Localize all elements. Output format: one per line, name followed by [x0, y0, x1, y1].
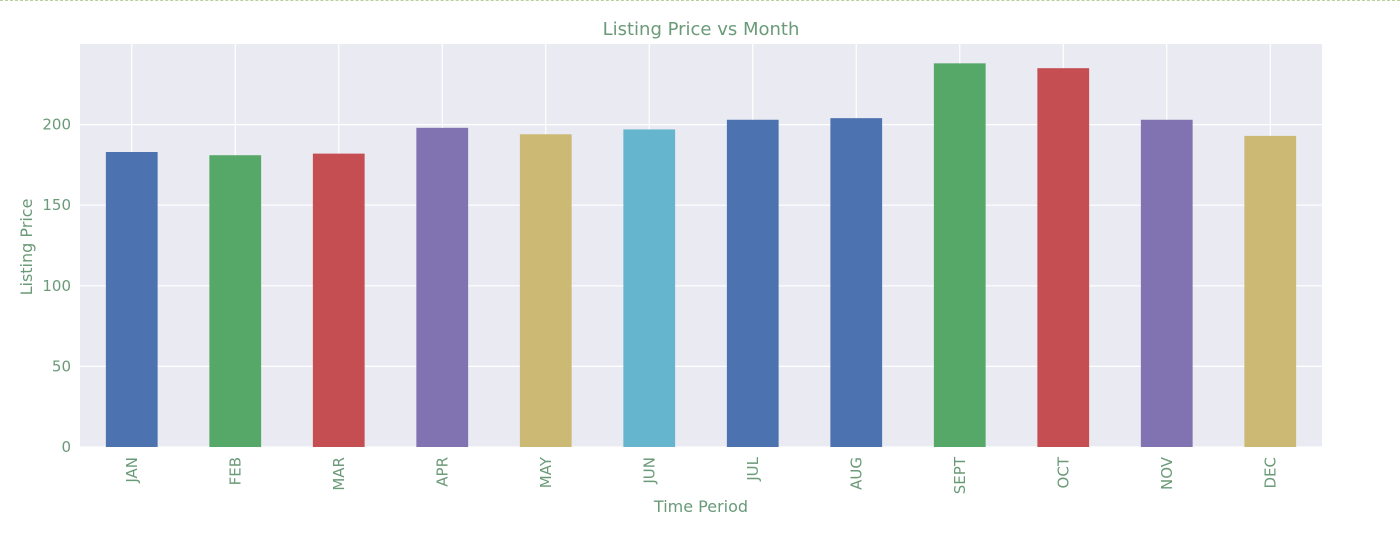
bar-nov: [1141, 120, 1193, 447]
bar-sept: [934, 63, 986, 447]
x-tick-label: FEB: [226, 457, 244, 485]
x-tick-label: JAN: [123, 457, 141, 484]
x-tick-label: OCT: [1054, 456, 1072, 488]
x-tick-label: SEPT: [951, 456, 969, 494]
bar-feb: [209, 155, 261, 447]
x-tick-label: APR: [433, 457, 451, 487]
x-tick-labels: JAN FEB MAR APR MAY JUN JUL AUG SEPT OCT NOV DEC: [123, 456, 1280, 494]
bar-aug: [830, 118, 882, 447]
y-tick-labels: 0 50 100 150 200: [42, 116, 71, 456]
y-tick-label: 200: [42, 116, 71, 134]
bar-jun: [623, 129, 675, 447]
x-tick-label: NOV: [1158, 456, 1176, 490]
bar-apr: [416, 128, 468, 447]
bar-jul: [727, 120, 779, 447]
plot-area: [80, 44, 1322, 447]
x-tick-label: MAR: [330, 457, 348, 491]
bar-may: [520, 134, 572, 447]
x-axis-label: Time Period: [653, 497, 748, 516]
y-axis-label: Listing Price: [17, 199, 36, 296]
bar-dec: [1244, 136, 1296, 447]
y-tick-label: 100: [42, 277, 71, 295]
x-tick-label: AUG: [847, 457, 865, 490]
bar-jan: [106, 152, 158, 447]
x-tick-label: DEC: [1261, 457, 1279, 489]
x-tick-label: JUN: [640, 457, 658, 485]
bar-oct: [1037, 68, 1089, 447]
bar-mar: [313, 154, 365, 447]
y-tick-label: 150: [42, 196, 71, 214]
chart-title: Listing Price vs Month: [603, 19, 800, 40]
y-tick-label: 0: [61, 438, 71, 456]
y-tick-label: 50: [52, 357, 71, 375]
x-tick-label: MAY: [537, 456, 555, 488]
x-tick-label: JUL: [744, 456, 762, 481]
